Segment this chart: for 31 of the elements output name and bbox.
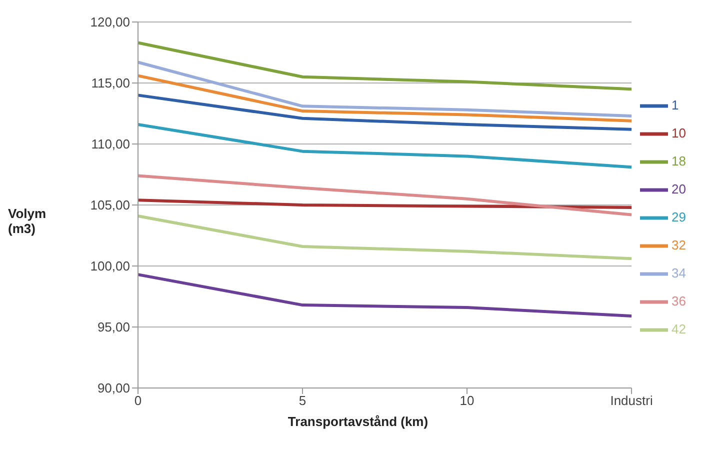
- y-tick-label: 100,00: [90, 258, 130, 274]
- x-tick-label: Industri: [610, 393, 653, 408]
- legend-label: 18: [672, 153, 686, 168]
- line-series: [136, 214, 634, 260]
- line-series: [136, 273, 634, 318]
- line-series: [136, 60, 634, 118]
- x-tick-label: 0: [134, 393, 142, 408]
- legend-label: 36: [672, 293, 686, 308]
- legend-label: 34: [672, 265, 686, 280]
- y-tick-label: 90,00: [97, 380, 130, 396]
- line-series: [136, 198, 634, 209]
- line-series: [136, 174, 634, 216]
- y-axis-title: Volym (m3): [8, 206, 48, 236]
- legend-label: 29: [672, 209, 686, 224]
- line-series: [136, 41, 634, 91]
- legend-label: 42: [672, 321, 686, 336]
- legend-label: 20: [672, 181, 686, 196]
- line-series: [136, 94, 634, 131]
- legend-label: 1: [672, 97, 679, 112]
- x-tick-label: 5: [298, 393, 306, 408]
- x-axis-title: Transportavstånd (km): [286, 414, 430, 429]
- y-tick-label: 95,00: [97, 320, 130, 335]
- legend-label: 32: [672, 237, 686, 252]
- x-tick-label: 10: [460, 393, 474, 408]
- y-tick-label: 120,00: [90, 14, 130, 30]
- line-series: [136, 122, 634, 169]
- y-tick-label: 110,00: [91, 136, 130, 152]
- y-tick-label: 115,00: [91, 76, 130, 91]
- y-tick-label: 105,00: [90, 198, 130, 213]
- legend-label: 10: [672, 125, 686, 140]
- line-series: [136, 74, 634, 122]
